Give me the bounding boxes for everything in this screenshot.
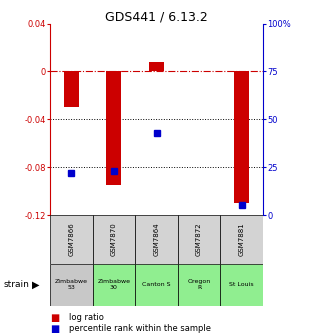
Bar [135, 264, 178, 306]
Bar [106, 72, 121, 185]
Bar [220, 264, 263, 306]
Text: ▶: ▶ [32, 280, 40, 290]
Text: St Louis: St Louis [229, 282, 254, 287]
Text: Canton S: Canton S [142, 282, 171, 287]
Bar [234, 72, 249, 203]
Text: Oregon
R: Oregon R [187, 279, 211, 290]
Bar [178, 215, 220, 264]
Text: GSM7864: GSM7864 [153, 222, 160, 256]
Text: GSM7881: GSM7881 [239, 222, 245, 256]
Text: percentile rank within the sample: percentile rank within the sample [69, 324, 211, 333]
Text: GSM7872: GSM7872 [196, 222, 202, 256]
Text: ■: ■ [50, 312, 59, 323]
Bar [135, 215, 178, 264]
Text: Zimbabwe
53: Zimbabwe 53 [55, 279, 88, 290]
Bar [178, 264, 220, 306]
Text: GDS441 / 6.13.2: GDS441 / 6.13.2 [105, 10, 208, 23]
Text: GSM7866: GSM7866 [68, 222, 74, 256]
Bar [93, 215, 135, 264]
Bar [149, 62, 164, 72]
Bar [50, 264, 93, 306]
Bar [220, 215, 263, 264]
Text: GSM7870: GSM7870 [111, 222, 117, 256]
Text: log ratio: log ratio [69, 313, 104, 322]
Text: ■: ■ [50, 324, 59, 334]
Text: strain: strain [3, 280, 29, 289]
Bar [50, 215, 93, 264]
Bar [64, 72, 79, 107]
Text: Zimbabwe
30: Zimbabwe 30 [97, 279, 131, 290]
Bar [93, 264, 135, 306]
